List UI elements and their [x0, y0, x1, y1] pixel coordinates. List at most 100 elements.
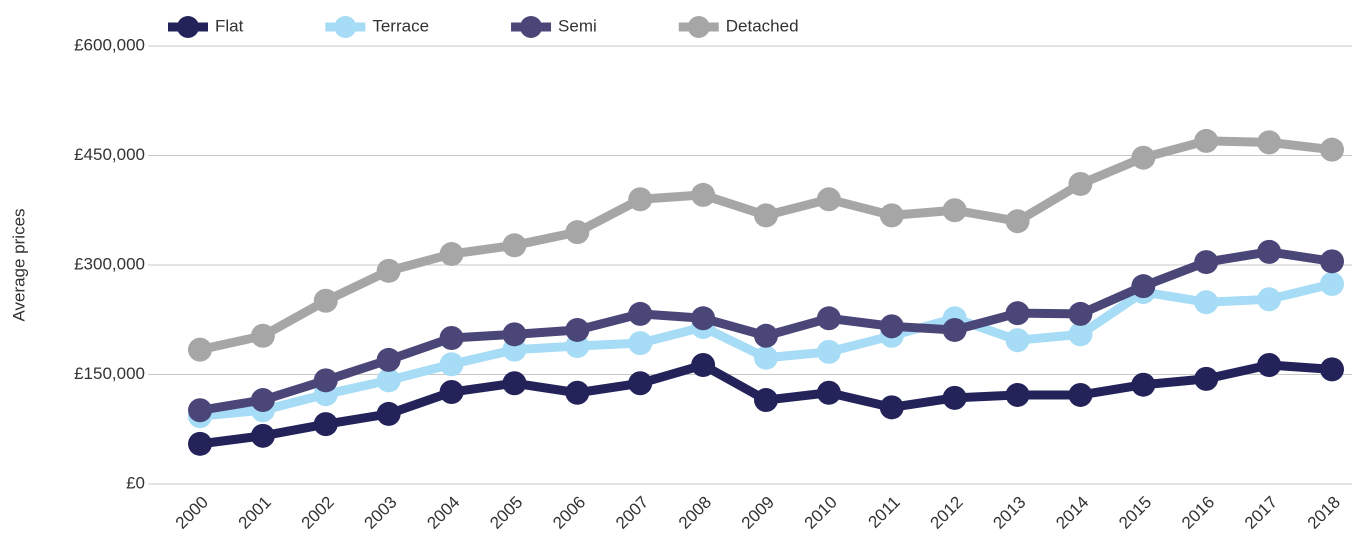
data-point [754, 345, 778, 370]
data-point [691, 182, 716, 207]
legend-label: Detached [726, 16, 799, 35]
data-point [376, 258, 401, 283]
y-tick-label: £450,000 [74, 145, 145, 164]
y-tick-label: £600,000 [74, 35, 145, 54]
data-point [754, 388, 778, 413]
data-point [1320, 249, 1344, 274]
data-point [313, 368, 338, 393]
data-point [439, 352, 464, 377]
data-point [879, 314, 904, 339]
x-tick-label: 2014 [1052, 493, 1092, 533]
series [188, 128, 1344, 362]
data-point [188, 431, 212, 456]
data-point [628, 187, 653, 212]
data-point [628, 301, 653, 326]
data-point [1068, 322, 1093, 347]
data-point [502, 233, 527, 258]
data-point [1131, 274, 1156, 299]
data-point [879, 395, 904, 420]
data-point [1131, 372, 1156, 397]
legend-label: Flat [215, 16, 244, 35]
data-point [1320, 137, 1344, 162]
data-point [439, 380, 464, 405]
data-point [1005, 209, 1030, 234]
x-tick-label: 2018 [1304, 493, 1344, 533]
data-point [1068, 171, 1093, 196]
x-tick-label: 2006 [549, 493, 589, 533]
data-point [565, 317, 590, 342]
data-point [691, 306, 716, 331]
y-tick-label: £300,000 [74, 254, 145, 273]
data-point [376, 368, 401, 393]
data-point [1194, 290, 1219, 315]
x-tick-label: 2011 [864, 493, 903, 532]
data-point [250, 423, 275, 448]
data-point [439, 242, 464, 267]
data-point [502, 371, 527, 396]
x-tick-label: 2010 [801, 493, 841, 533]
data-point [816, 380, 841, 405]
data-point [313, 412, 338, 437]
data-point [250, 388, 275, 413]
data-point [1257, 287, 1282, 312]
legend-marker [687, 16, 710, 38]
x-tick-label: 2008 [675, 493, 715, 533]
x-tick-label: 2003 [360, 493, 400, 533]
data-point [942, 198, 967, 223]
data-point [628, 331, 653, 356]
data-point [376, 347, 401, 372]
data-point [942, 317, 967, 342]
data-point [502, 322, 527, 347]
x-tick-label: 2015 [1115, 493, 1155, 533]
series [188, 239, 1344, 423]
legend-item: Detached [678, 16, 799, 38]
x-tick-label: 2013 [989, 493, 1029, 533]
data-point [942, 385, 967, 410]
data-point [1068, 382, 1093, 407]
legend-marker [520, 16, 543, 38]
data-point [313, 288, 338, 313]
data-point [188, 337, 212, 362]
x-tick-label: 2000 [172, 493, 212, 533]
series [188, 353, 1344, 456]
x-tick-label: 2016 [1178, 493, 1218, 533]
data-point [1257, 353, 1282, 378]
x-tick-label: 2007 [612, 493, 652, 533]
x-tick-label: 2017 [1241, 493, 1281, 533]
data-point [1131, 145, 1156, 170]
x-tick-label: 2001 [235, 493, 275, 533]
data-point [1320, 357, 1344, 382]
data-point [1320, 271, 1344, 296]
data-point [1005, 301, 1030, 326]
legend-item: Terrace [325, 16, 429, 38]
data-point [816, 339, 841, 364]
x-tick-label: 2002 [298, 493, 338, 533]
legend-marker [334, 16, 357, 38]
series-line [199, 136, 1333, 355]
data-point [188, 398, 212, 423]
data-point [1068, 301, 1093, 326]
data-point [628, 371, 653, 396]
data-point [1194, 128, 1219, 153]
data-point [691, 353, 716, 378]
data-point [816, 306, 841, 331]
data-point [816, 187, 841, 212]
data-point [565, 380, 590, 405]
data-point [439, 326, 464, 350]
data-point [565, 220, 590, 245]
data-point [250, 323, 275, 348]
data-point [879, 203, 904, 228]
data-point [1005, 382, 1030, 407]
data-point [1194, 366, 1219, 391]
legend-label: Terrace [372, 16, 429, 35]
x-tick-label: 2012 [926, 493, 966, 533]
y-axis-label: Average prices [9, 208, 28, 321]
data-point [1194, 250, 1219, 275]
y-tick-label: £150,000 [74, 364, 145, 383]
data-point [754, 203, 778, 228]
data-point [1257, 239, 1282, 264]
data-point [754, 323, 778, 348]
x-tick-label: 2005 [486, 493, 526, 533]
legend-label: Semi [558, 16, 597, 35]
